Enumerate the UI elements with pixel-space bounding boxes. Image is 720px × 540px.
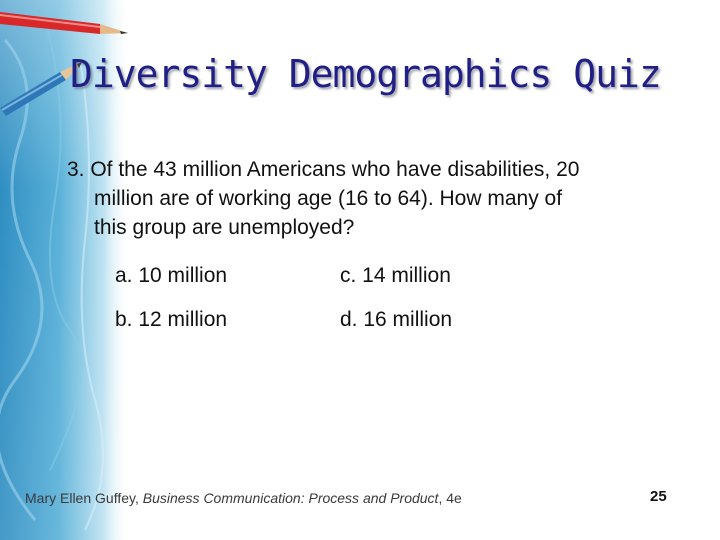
footer-author: Mary Ellen Guffey,	[25, 490, 143, 506]
question-line: million are of working age (16 to 64). H…	[94, 187, 563, 210]
answer-option-d: d. 16 million	[340, 308, 453, 331]
question-line: this group are unemployed?	[94, 216, 355, 239]
answer-option-b: b. 12 million	[115, 308, 228, 331]
footer-book-title: Business Communication: Process and Prod…	[142, 490, 439, 506]
pencils-illustration	[0, 12, 128, 116]
question-line: 3. Of the 43 million Americans who have …	[67, 158, 580, 181]
page-number: 25	[650, 488, 667, 505]
red-pencil-icon	[0, 12, 128, 34]
decorative-side-band	[0, 0, 130, 540]
blue-pencil-icon	[0, 62, 82, 116]
footer-edition: , 4e	[438, 490, 462, 506]
slide-title: Diversity Demographics Quiz	[70, 52, 662, 96]
footer-citation: Mary Ellen Guffey, Business Communicatio…	[25, 490, 462, 506]
answer-option-c: c. 14 million	[340, 264, 451, 287]
quiz-question: 3. Of the 43 million Americans who have …	[67, 155, 657, 242]
answer-option-a: a. 10 million	[115, 264, 228, 287]
